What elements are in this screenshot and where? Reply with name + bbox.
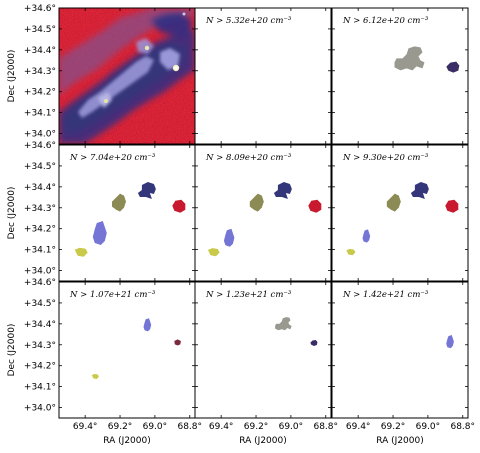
x-axis-label: RA (J2000) — [376, 436, 424, 446]
x-tick-label: 69.4° — [346, 422, 371, 432]
panel-frame — [58, 281, 196, 419]
threshold-label: N > 6.12e+20 cm⁻³ — [342, 16, 429, 26]
y-tick-label: +34.1° — [24, 109, 56, 119]
clump-gray — [275, 317, 292, 331]
x-tick-label: 69.4° — [73, 422, 98, 432]
clump-crimson — [445, 199, 459, 213]
clump-yellow — [74, 247, 88, 257]
clump-yellow — [91, 374, 99, 379]
panel-frame — [58, 144, 196, 282]
x-axis-label: RA (J2000) — [239, 436, 287, 446]
y-tick-label: +34.2° — [24, 362, 56, 372]
threshold-label: N > 1.42e+21 cm⁻³ — [342, 290, 429, 300]
panel-frame — [331, 281, 469, 419]
y-tick-label: +34.3° — [24, 341, 56, 351]
x-tick-label: 69.2° — [244, 422, 269, 432]
clump-yellow — [346, 248, 356, 256]
y-tick-label: +34.6° — [24, 141, 56, 151]
clump-crimson — [172, 199, 186, 213]
x-tick-label: 69.4° — [209, 422, 234, 432]
y-tick-label: +34.5° — [24, 162, 56, 172]
clump-navy — [410, 182, 429, 199]
clump-dark_purple — [310, 339, 318, 346]
y-tick-label: +34.4° — [24, 46, 56, 56]
threshold-label: N > 8.09e+20 cm⁻³ — [205, 153, 292, 163]
y-tick-label: +34.0° — [24, 130, 56, 140]
panel-frame — [194, 281, 332, 419]
clump-periwinkle — [223, 228, 235, 247]
x-tick-label: 68.8° — [450, 422, 475, 432]
threshold-label: N > 5.32e+20 cm⁻³ — [205, 16, 292, 26]
y-tick-label: +34.6° — [24, 4, 56, 14]
x-tick-label: 69.0° — [143, 422, 168, 432]
y-tick-label: +34.4° — [24, 183, 56, 193]
density-map — [59, 8, 195, 144]
clump-yellow — [207, 248, 220, 257]
x-tick-label: 69.2° — [381, 422, 406, 432]
clump-dark_purple — [446, 61, 460, 73]
y-tick-label: +34.6° — [24, 278, 56, 288]
clump-navy — [137, 182, 156, 199]
y-tick-label: +34.1° — [24, 246, 56, 256]
clump-periwinkle — [92, 221, 107, 245]
clump-periwinkle — [362, 229, 371, 243]
y-tick-label: +34.4° — [24, 320, 56, 330]
clump-olive — [249, 193, 264, 212]
y-tick-label: +34.5° — [24, 299, 56, 309]
y-tick-label: +34.0° — [24, 404, 56, 414]
x-tick-label: 69.0° — [416, 422, 441, 432]
clump-crimson — [308, 199, 322, 213]
threshold-label: N > 9.30e+20 cm⁻³ — [342, 153, 429, 163]
y-axis-label: Dec (J2000) — [7, 50, 17, 103]
x-tick-label: 68.8° — [177, 422, 202, 432]
clump-navy — [273, 182, 292, 199]
panel-frame — [331, 7, 469, 145]
panel-frame — [194, 7, 332, 145]
threshold-label: N > 7.04e+20 cm⁻³ — [69, 153, 156, 163]
x-tick-label: 69.2° — [108, 422, 133, 432]
threshold-label: N > 1.23e+21 cm⁻³ — [205, 290, 292, 300]
clump-periwinkle — [143, 318, 152, 332]
y-tick-label: +34.5° — [24, 25, 56, 35]
clump-olive — [112, 193, 126, 212]
x-tick-label: 68.8° — [313, 422, 338, 432]
y-tick-label: +34.0° — [24, 267, 56, 277]
clump-gray — [394, 46, 425, 71]
y-tick-label: +34.1° — [24, 383, 56, 393]
clump-periwinkle — [446, 335, 454, 349]
y-tick-label: +34.3° — [24, 204, 56, 214]
y-tick-label: +34.2° — [24, 88, 56, 98]
y-tick-label: +34.2° — [24, 225, 56, 235]
panel-frame — [331, 144, 469, 282]
threshold-label: N > 1.07e+21 cm⁻³ — [69, 290, 156, 300]
clump-olive — [386, 193, 401, 212]
y-axis-label: Dec (J2000) — [7, 187, 17, 240]
y-tick-label: +34.3° — [24, 67, 56, 77]
x-axis-label: RA (J2000) — [103, 436, 151, 446]
x-tick-label: 69.0° — [279, 422, 304, 432]
panel-frame — [194, 144, 332, 282]
clump-maroon — [174, 339, 181, 346]
y-axis-label: Dec (J2000) — [7, 324, 17, 377]
